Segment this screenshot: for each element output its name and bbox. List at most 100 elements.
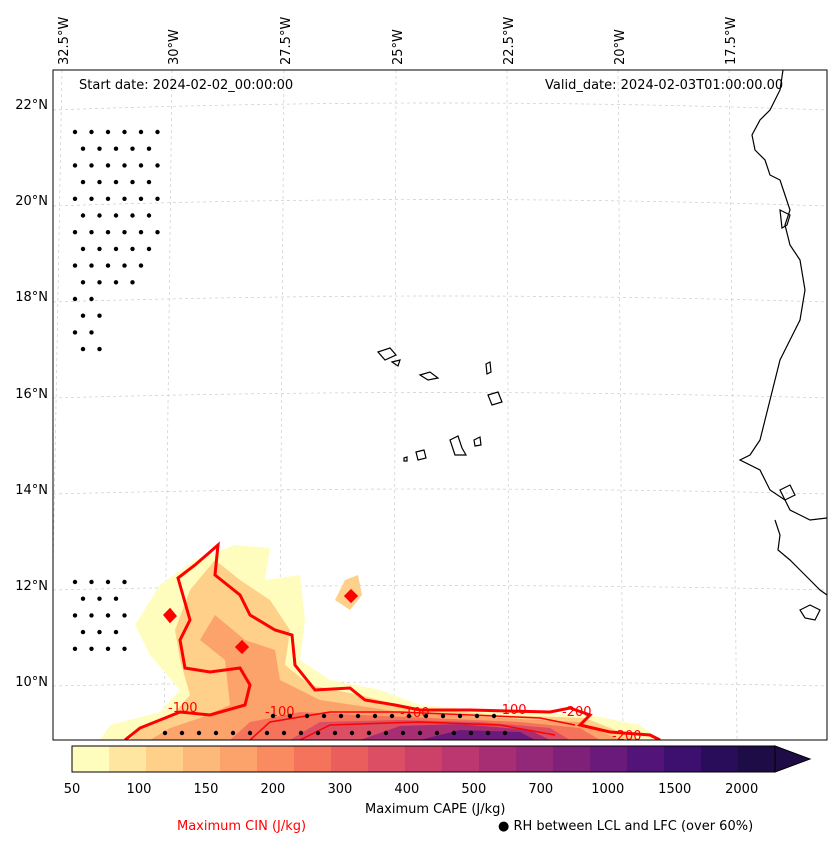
rh-dot <box>474 713 480 719</box>
rh-dot <box>89 613 94 618</box>
boa-vista-island <box>487 391 503 406</box>
rh-dot <box>162 730 168 736</box>
lon-label: 25°W <box>391 29 406 65</box>
rh-dot <box>213 730 219 736</box>
rh-dot <box>122 579 127 585</box>
rh-dot <box>451 730 457 736</box>
rh-dot <box>321 713 327 719</box>
cape-250-region <box>150 615 620 740</box>
colorbar-frame <box>71 745 776 773</box>
cin-inner-contour-1 <box>249 711 576 740</box>
rh-dot <box>113 213 119 218</box>
rh-dot <box>155 129 160 135</box>
rh-dot <box>338 713 344 719</box>
rh-dot <box>298 730 304 736</box>
cin-marker-3 <box>343 588 359 604</box>
colorbar <box>71 745 812 773</box>
coastal-feature-1 <box>779 208 791 229</box>
colorbar-segment <box>220 746 257 772</box>
colorbar-tick-label: 50 <box>63 782 81 797</box>
rh-dot <box>349 730 355 736</box>
rh-dot <box>97 213 102 218</box>
colorbar-segment <box>442 746 479 772</box>
rh-dot <box>105 579 111 585</box>
gridline-25w <box>393 70 397 740</box>
colorbar-segment <box>738 746 775 772</box>
rh-dot <box>72 330 78 335</box>
map-content: -100 -100 -100 -200 -100 -200 <box>53 70 827 740</box>
colorbar-tick-label: 200 <box>260 782 286 797</box>
rh-dot <box>72 263 78 268</box>
lon-label: 32.5°W <box>57 16 72 65</box>
lon-label: 22.5°W <box>502 16 517 65</box>
colorbar-segment <box>368 746 405 772</box>
rh-dot <box>440 713 446 719</box>
rh-dot <box>72 579 78 585</box>
rh-dot <box>423 713 429 719</box>
cin-outer-contour <box>124 541 661 740</box>
lon-label: 30°W <box>167 29 182 65</box>
rh-dot <box>80 213 86 218</box>
colorbar-tick-label: 150 <box>193 782 219 797</box>
rh-dot <box>122 129 127 135</box>
rh-dot <box>113 179 119 185</box>
gridline-32-5w <box>53 70 63 593</box>
lat-label: 16°N <box>15 387 48 402</box>
rh-dot <box>72 296 78 302</box>
rh-dot <box>105 613 111 618</box>
rh-dot <box>80 146 86 151</box>
rh-dot <box>270 713 276 719</box>
cin-contours <box>124 541 661 740</box>
rh-dot <box>80 280 86 285</box>
cin-legend: Maximum CIN (J/kg) <box>177 819 307 834</box>
santiago-island <box>449 435 468 456</box>
sao-nicolau-island <box>418 371 440 381</box>
rh-dot <box>80 313 86 318</box>
rh-dot <box>80 596 86 601</box>
rh-dot <box>89 163 94 168</box>
colorbar-segment <box>331 746 368 772</box>
rh-dot <box>502 730 508 736</box>
rh-dot <box>315 730 321 736</box>
rh-dot <box>372 713 378 719</box>
rh-dot <box>113 629 119 635</box>
rh-dot <box>97 346 102 352</box>
colorbar-tick-label: 1500 <box>658 782 692 797</box>
rh-dot <box>97 313 102 318</box>
rh-dot <box>80 346 86 352</box>
contour-label: -100 <box>497 703 527 718</box>
lon-label: 20°W <box>613 29 628 65</box>
rh-dot <box>130 213 135 218</box>
brava-island <box>403 456 408 462</box>
gridline-22-5w <box>506 70 510 740</box>
rh-marker-icon: ● <box>498 819 510 834</box>
rh-dot <box>130 179 135 185</box>
contour-label: -100 <box>168 701 198 716</box>
colorbar-segment <box>257 746 294 772</box>
colorbar-segment <box>516 746 553 772</box>
colorbar-tick-label: 700 <box>528 782 554 797</box>
rh-dot <box>155 196 160 201</box>
lat-label: 20°N <box>15 194 48 209</box>
contour-label: -200 <box>562 705 592 720</box>
rh-dot <box>389 713 395 719</box>
colorbar-segment <box>294 746 331 772</box>
fogo-island <box>415 449 427 461</box>
rh-dot <box>130 280 135 285</box>
rh-dot <box>113 280 119 285</box>
start-date: Start date: 2024-02-02_00:00:00 <box>79 78 294 93</box>
rh-dot <box>72 646 78 651</box>
rh-dot <box>196 730 202 736</box>
lon-label: 27.5°W <box>279 16 294 65</box>
rh-dot <box>105 263 111 268</box>
colorbar-tick-label: 500 <box>461 782 487 797</box>
rh-dot <box>113 146 119 151</box>
africa-coastline <box>738 70 827 521</box>
rh-dot <box>72 196 78 201</box>
rh-dot <box>113 596 119 601</box>
rh-dot <box>434 730 440 736</box>
rh-dot <box>97 246 102 252</box>
valid-date: Valid_date: 2024-02-03T01:00:00.00 <box>545 78 784 93</box>
rh-dot <box>304 713 310 719</box>
rh-dot <box>138 163 144 168</box>
